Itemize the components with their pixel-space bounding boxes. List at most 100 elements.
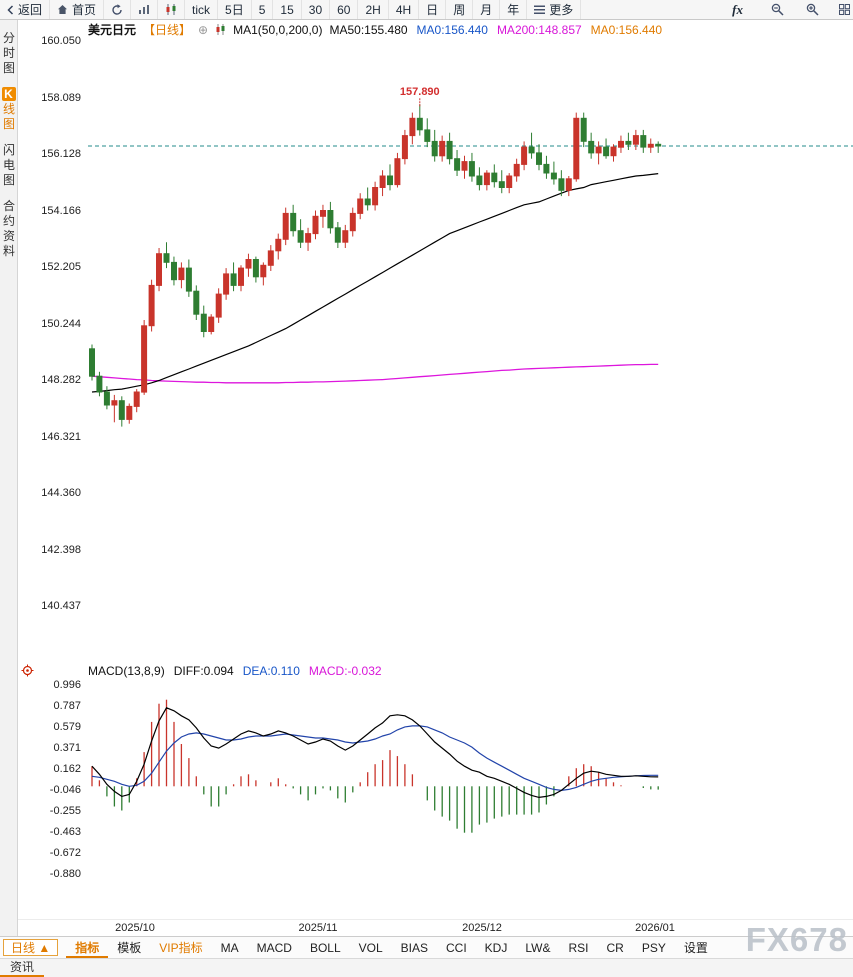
indicator-tab-BIAS[interactable]: BIAS — [400, 940, 428, 955]
indicator-tab-CR[interactable]: CR — [606, 940, 624, 955]
macd-title: MACD(13,8,9) — [88, 664, 165, 678]
price-tick: 152.205 — [41, 261, 81, 273]
ma-value: MA50:155.480 — [329, 22, 408, 37]
zoom-in-button[interactable] — [799, 0, 826, 19]
x-tick: 2026/01 — [635, 922, 675, 934]
target-icon[interactable] — [21, 664, 34, 680]
sidebar-item-闪电图[interactable]: 闪电图 — [0, 143, 17, 188]
sidebar-item-合约资料[interactable]: 合约资料 — [0, 199, 17, 259]
x-axis: 2025/10 2025/11 2025/12 2026/01 — [0, 919, 853, 936]
period-button-15[interactable]: 15 — [273, 0, 302, 19]
sidebar-char: 图 — [2, 117, 15, 131]
price-tick: 140.437 — [41, 600, 81, 612]
period-button-5日[interactable]: 5日 — [218, 0, 252, 19]
indicator-tab-LW&[interactable]: LW& — [525, 940, 551, 955]
period-button-年[interactable]: 年 — [500, 0, 528, 19]
refresh-button[interactable] — [104, 0, 132, 19]
home-label: 首页 — [72, 3, 97, 17]
macd-tick: 0.787 — [53, 700, 81, 712]
sidebar-char: K — [1, 87, 16, 101]
news-tab[interactable]: 资讯 — [0, 958, 45, 977]
more-button[interactable]: 更多 — [527, 0, 582, 19]
macd-values: DIFF:0.094 DEA:0.110 MACD:-0.032 — [174, 664, 382, 678]
bar-chart-icon — [139, 5, 150, 14]
indicator-tab-BOLL[interactable]: BOLL — [309, 940, 341, 955]
magnifier-plus-icon — [806, 3, 819, 16]
period-button-tick[interactable]: tick — [185, 0, 219, 19]
macd-tick: -0.672 — [49, 847, 81, 859]
grid-icon — [839, 4, 850, 15]
indicator-tab-VOL[interactable]: VOL — [358, 940, 383, 955]
period-button-日[interactable]: 日 — [419, 0, 447, 19]
period-selector[interactable]: 日线 ▲ — [3, 939, 59, 956]
sidebar-char: 分 — [2, 31, 15, 45]
mini-candle-icon — [216, 24, 225, 35]
bottom-tabbar: 日线 ▲ 指标 模板 VIP指标 MA MACD BOLL VOL BIAS CCI KDJ LW&… — [0, 936, 853, 958]
sidebar-char: 图 — [2, 61, 15, 75]
x-tick: 2025/10 — [115, 922, 155, 934]
macd-tick: -0.255 — [49, 805, 81, 817]
sidebar-char: 时 — [2, 46, 15, 60]
period-button-月[interactable]: 月 — [473, 0, 501, 19]
fx-formula-button[interactable]: fx — [725, 0, 750, 19]
period-button-4H[interactable]: 4H — [389, 0, 420, 19]
price-tick: 150.244 — [41, 317, 81, 330]
period-label: 【日线】 — [143, 23, 192, 37]
sidebar-char: 资 — [2, 229, 15, 243]
period-button-周[interactable]: 周 — [446, 0, 474, 19]
macd-tick: 0.162 — [53, 763, 81, 775]
ma-value: MA0:156.440 — [416, 22, 488, 37]
indicator-tab-CCI[interactable]: CCI — [446, 940, 467, 955]
price-tick: 154.166 — [41, 204, 81, 217]
macd-tick: 0.996 — [53, 679, 81, 691]
refresh-icon — [112, 3, 122, 15]
indicator-tab-指标[interactable]: 指标 — [66, 937, 108, 958]
candlestick-chart[interactable]: 157.890 — [88, 36, 853, 630]
bar-chart-type-button[interactable] — [131, 0, 159, 19]
macd-value: MACD:-0.032 — [308, 664, 382, 678]
macd-value: DIFF:0.094 — [173, 664, 234, 678]
indicator-tab-MA[interactable]: MA — [220, 940, 239, 955]
macd-tick: 0.579 — [53, 721, 81, 733]
sidebar-char: 料 — [2, 244, 15, 258]
period-button-2H[interactable]: 2H — [358, 0, 389, 19]
zoom-out-button[interactable] — [764, 0, 791, 19]
indicator-tab-MACD[interactable]: MACD — [256, 940, 292, 955]
x-tick: 2025/12 — [462, 922, 502, 934]
indicator-tab-设置[interactable]: 设置 — [683, 941, 708, 955]
indicator-tab-PSY[interactable]: PSY — [641, 940, 666, 955]
home-button[interactable]: 首页 — [50, 0, 105, 19]
chart-header: 美元日元 【日线】 ⊕ MA1(50,0,200,0) MA50:155.480… — [88, 21, 662, 38]
price-tick: 160.050 — [41, 35, 81, 47]
period-button-60[interactable]: 60 — [330, 0, 359, 19]
circle-plus-icon[interactable]: ⊕ — [198, 22, 209, 37]
macd-chart[interactable] — [88, 682, 853, 882]
price-tick: 156.128 — [41, 148, 81, 160]
layout-grid-button[interactable] — [832, 0, 853, 19]
candle-chart-type-button[interactable] — [158, 0, 186, 19]
macd-tick: -0.463 — [49, 826, 81, 838]
sidebar-char: 线 — [2, 102, 15, 116]
indicator-tab-KDJ[interactable]: KDJ — [484, 940, 508, 955]
ma-settings: MA1(50,0,200,0) — [233, 22, 323, 37]
macd-tick: 0.371 — [53, 742, 81, 754]
x-tick: 2025/11 — [298, 922, 338, 934]
period-button-5[interactable]: 5 — [252, 0, 274, 19]
peak-price-annotation: 157.890 — [400, 86, 440, 98]
indicator-tab-RSI[interactable]: RSI — [568, 940, 589, 955]
macd-header: MACD(13,8,9) DIFF:0.094 DEA:0.110 MACD:-0.… — [88, 664, 382, 678]
symbol-name: 美元日元 — [88, 23, 137, 37]
sidebar-char: 合 — [2, 199, 15, 213]
period-button-30[interactable]: 30 — [302, 0, 331, 19]
indicator-tab-VIP指标[interactable]: VIP指标 — [159, 941, 203, 955]
macd-tick: -0.046 — [49, 784, 81, 796]
macd-tick: -0.880 — [49, 868, 81, 880]
indicator-tab-模板[interactable]: 模板 — [117, 941, 142, 955]
price-tick: 158.089 — [41, 91, 81, 104]
back-label: 返回 — [18, 3, 43, 17]
back-button[interactable]: 返回 — [0, 0, 51, 19]
sidebar-item-分时图[interactable]: 分时图 — [0, 31, 17, 76]
fx-label: fx — [732, 1, 743, 17]
